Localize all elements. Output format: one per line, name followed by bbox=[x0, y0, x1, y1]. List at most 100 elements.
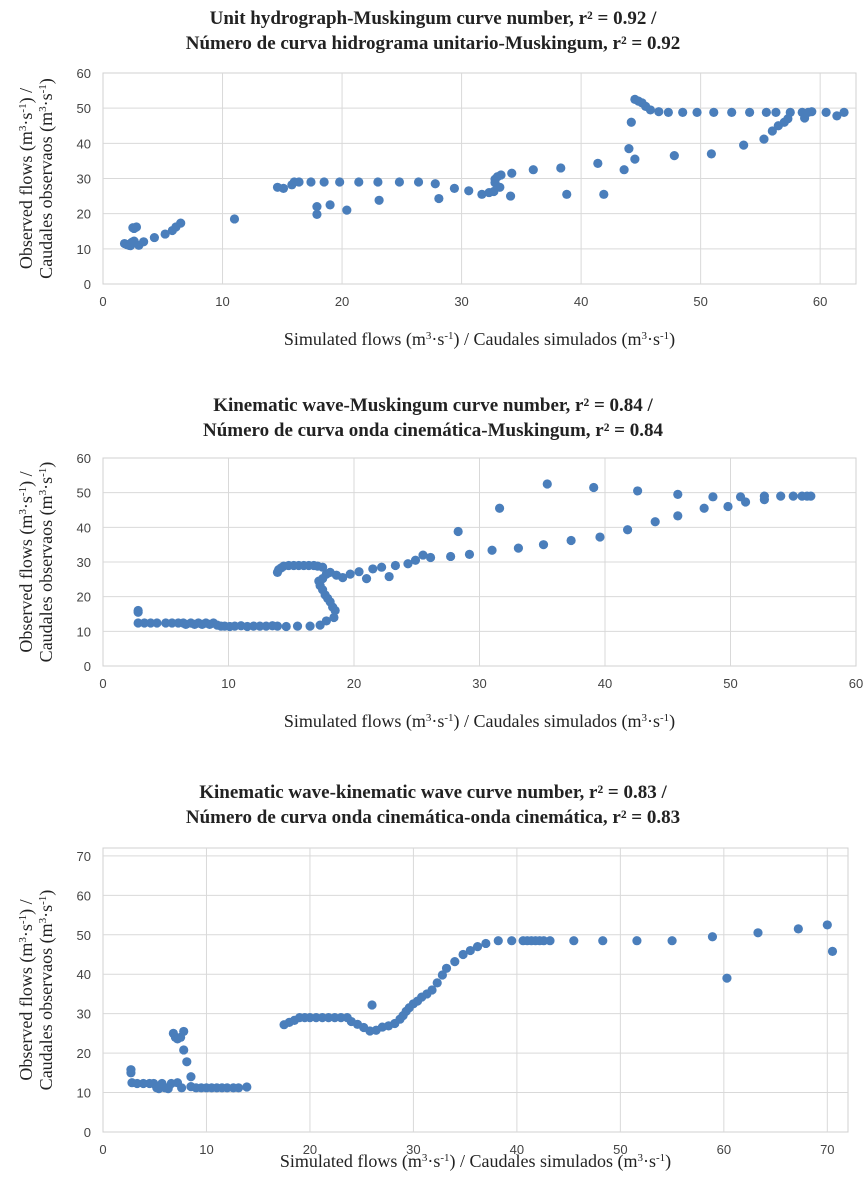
data-point bbox=[839, 107, 849, 117]
data-point bbox=[377, 562, 387, 572]
x-axis-title: Simulated flows (m3·s-1) / Caudales simu… bbox=[284, 329, 675, 350]
data-point bbox=[361, 574, 372, 584]
data-point bbox=[619, 165, 629, 175]
data-point bbox=[722, 973, 732, 983]
data-point bbox=[321, 616, 331, 626]
y-tick-label: 30 bbox=[77, 172, 91, 187]
data-point bbox=[272, 621, 283, 631]
x-tick-label: 60 bbox=[813, 294, 827, 309]
data-point bbox=[706, 149, 716, 159]
data-point bbox=[513, 543, 524, 553]
y-tick-label: 30 bbox=[77, 1007, 91, 1022]
data-point bbox=[338, 573, 348, 583]
y-tick-label: 10 bbox=[77, 624, 91, 639]
x-tick-label: 60 bbox=[849, 676, 863, 691]
data-point bbox=[727, 107, 737, 117]
data-point bbox=[294, 177, 304, 187]
y-axis-title-line-1: Observed flows (m3·s-1) / bbox=[16, 899, 37, 1080]
x-tick-label: 0 bbox=[99, 1142, 106, 1157]
data-point bbox=[312, 202, 322, 212]
data-point bbox=[179, 1045, 189, 1055]
y-tick-label: 10 bbox=[77, 242, 91, 257]
data-point bbox=[425, 552, 436, 563]
y-tick-label: 0 bbox=[84, 1125, 91, 1140]
data-point bbox=[832, 111, 842, 121]
data-point bbox=[496, 170, 506, 180]
data-point bbox=[441, 963, 452, 973]
data-point bbox=[538, 540, 549, 550]
x-tick-label: 30 bbox=[454, 294, 468, 309]
data-point bbox=[374, 195, 384, 205]
data-point bbox=[176, 218, 186, 228]
y-tick-label: 60 bbox=[77, 888, 91, 903]
data-point bbox=[740, 497, 751, 507]
x-tick-label: 30 bbox=[472, 676, 486, 691]
data-point bbox=[632, 936, 642, 946]
chart-title-line-1: Kinematic wave-kinematic wave curve numb… bbox=[199, 782, 667, 803]
data-point bbox=[566, 535, 576, 546]
data-point bbox=[367, 1000, 377, 1010]
data-point bbox=[507, 168, 517, 178]
x-tick-label: 50 bbox=[693, 294, 707, 309]
data-point bbox=[624, 144, 634, 154]
x-tick-label: 10 bbox=[215, 294, 229, 309]
data-point bbox=[427, 985, 437, 995]
scatter-plot: 0 10 20 30 40 50 60 0 10 20 30 40 50 60 Simulated flow… bbox=[16, 451, 863, 732]
data-point bbox=[329, 612, 339, 623]
data-point bbox=[481, 938, 491, 949]
x-tick-label: 40 bbox=[574, 294, 588, 309]
data-point bbox=[229, 214, 240, 224]
data-point bbox=[182, 1057, 192, 1067]
scatter-plot: 0 10 20 30 40 50 60 70 0 10 20 30 40 50 60 70 Simulated … bbox=[16, 847, 849, 1172]
data-point bbox=[761, 107, 771, 117]
data-point bbox=[368, 564, 378, 574]
chart-title: Unit hydrograph-Muskingum curve number, … bbox=[0, 6, 866, 56]
x-tick-label: 20 bbox=[335, 294, 349, 309]
data-point bbox=[767, 126, 777, 136]
data-point bbox=[800, 113, 810, 123]
data-point bbox=[465, 945, 475, 956]
x-axis-title: Simulated flows (m3·s-1) / Caudales simu… bbox=[284, 711, 675, 732]
y-tick-label: 20 bbox=[77, 590, 91, 605]
data-point bbox=[707, 932, 718, 942]
data-point bbox=[667, 936, 677, 946]
data-point bbox=[458, 949, 468, 960]
y-tick-label: 20 bbox=[77, 1046, 91, 1061]
data-point bbox=[186, 1072, 196, 1082]
x-tick-label: 30 bbox=[406, 1142, 420, 1157]
data-point bbox=[753, 928, 763, 938]
y-tick-label: 50 bbox=[77, 928, 91, 943]
chart-title: Kinematic wave-kinematic wave curve numb… bbox=[0, 780, 866, 830]
data-point bbox=[599, 189, 609, 199]
data-point bbox=[487, 545, 497, 555]
chart-title-line-2: Número de curva onda cinemática-onda cin… bbox=[185, 807, 681, 828]
data-point bbox=[545, 936, 555, 946]
data-point bbox=[771, 107, 781, 117]
data-point bbox=[654, 107, 664, 117]
data-point bbox=[342, 205, 352, 215]
data-point bbox=[669, 151, 679, 161]
data-point bbox=[645, 105, 656, 115]
data-point bbox=[807, 107, 817, 117]
data-point bbox=[673, 489, 683, 499]
x-tick-label: 10 bbox=[221, 676, 235, 691]
scatter-plot: 0 10 20 30 40 50 60 0 10 20 30 40 50 60 Simulated flow… bbox=[16, 66, 857, 350]
data-point bbox=[418, 550, 428, 560]
data-point bbox=[446, 551, 456, 562]
data-point bbox=[650, 517, 660, 527]
chart-kinematic-wave-muskingum: Kinematic wave-Muskingum curve number, r… bbox=[0, 385, 866, 757]
x-tick-label: 60 bbox=[717, 1142, 731, 1157]
data-point bbox=[699, 503, 709, 513]
y-tick-label: 0 bbox=[84, 277, 91, 292]
data-point bbox=[394, 177, 405, 187]
data-point bbox=[759, 134, 769, 144]
data-point bbox=[745, 107, 755, 117]
data-point bbox=[783, 114, 793, 124]
data-point bbox=[354, 567, 364, 577]
data-point bbox=[430, 179, 440, 189]
data-point bbox=[354, 177, 364, 187]
data-point bbox=[630, 154, 640, 164]
data-point bbox=[413, 177, 424, 187]
x-axis-title: Simulated flows (m3·s-1) / Caudales simu… bbox=[280, 1151, 671, 1172]
data-point bbox=[319, 177, 329, 187]
